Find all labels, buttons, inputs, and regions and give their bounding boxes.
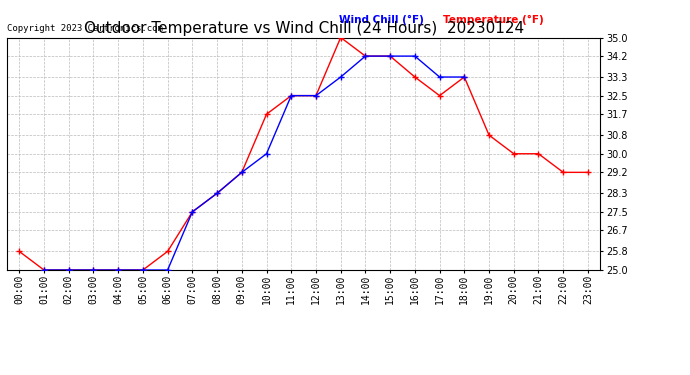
Text: Temperature (°F): Temperature (°F) [443,15,544,25]
Title: Outdoor Temperature vs Wind Chill (24 Hours)  20230124: Outdoor Temperature vs Wind Chill (24 Ho… [83,21,524,36]
Text: Wind Chill (°F): Wind Chill (°F) [339,15,424,25]
Text: Copyright 2023 Cartronics.com: Copyright 2023 Cartronics.com [7,24,163,33]
